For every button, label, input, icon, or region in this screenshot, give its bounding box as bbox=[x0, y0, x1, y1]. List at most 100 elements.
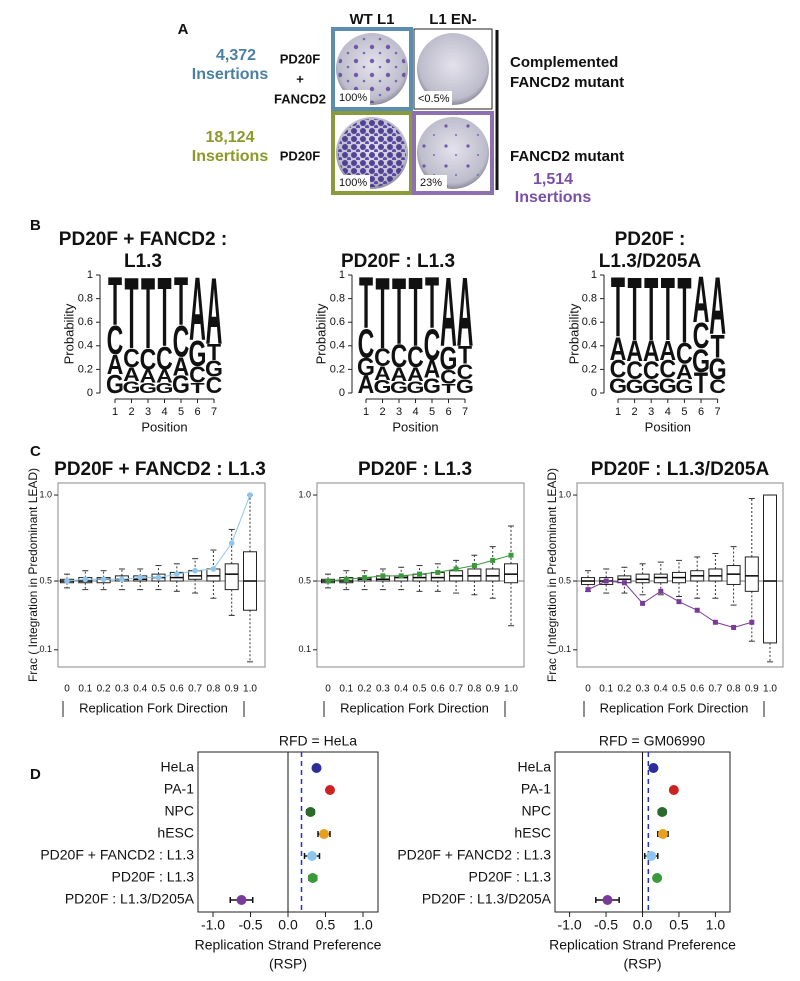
box bbox=[726, 565, 741, 585]
logo-letter: C bbox=[676, 337, 693, 370]
logo-letter: T bbox=[458, 342, 473, 370]
logo-letter: G bbox=[357, 354, 375, 382]
insertion-count: 4,372 bbox=[216, 47, 256, 64]
logo-letter: A bbox=[206, 257, 223, 364]
x-tick-label: 0.7 bbox=[708, 684, 722, 695]
logo-letter: G bbox=[407, 379, 425, 397]
logo-letter: G bbox=[172, 371, 190, 399]
point bbox=[380, 573, 386, 579]
logo-letter: G bbox=[423, 374, 441, 398]
category-label: PD20F : L1.3/D205A bbox=[422, 891, 552, 907]
y-tick-label: 0.8 bbox=[582, 293, 597, 305]
x-tick-label: 0.5 bbox=[316, 917, 336, 933]
chart-title: PD20F : bbox=[615, 229, 686, 250]
y-tick-label: 1.0 bbox=[558, 489, 571, 499]
logo-letter: G bbox=[626, 376, 644, 398]
x-tick-label: 0.7 bbox=[188, 684, 202, 695]
y-tick-label: 0.5 bbox=[298, 575, 311, 585]
plot-frame bbox=[316, 482, 525, 668]
plot-frame bbox=[576, 482, 784, 668]
logo-letter: C bbox=[407, 340, 424, 373]
x-tick-label: 3 bbox=[648, 406, 654, 418]
x-tick-label: 0 bbox=[325, 684, 331, 695]
point bbox=[155, 574, 162, 581]
x-tick-label: 0.6 bbox=[690, 684, 704, 695]
point bbox=[648, 763, 659, 773]
category-label: NPC bbox=[521, 803, 551, 819]
box bbox=[467, 568, 482, 582]
point bbox=[712, 619, 718, 625]
x-tick-label: 0.2 bbox=[617, 684, 631, 695]
x-tick-label: 1 bbox=[615, 406, 621, 418]
x-tick-label: 0.3 bbox=[376, 684, 390, 695]
category-label: PD20F : L1.3 bbox=[469, 869, 552, 885]
colonies bbox=[419, 119, 487, 187]
logo-letter: T bbox=[425, 262, 439, 344]
logo-letter: C bbox=[709, 376, 726, 398]
logo-letter: C bbox=[391, 338, 408, 375]
category-label: PD20F + FANCD2 : L1.3 bbox=[397, 847, 551, 863]
logo-letter: T bbox=[694, 366, 708, 399]
x-tick-label: 0.4 bbox=[133, 684, 147, 695]
point bbox=[602, 895, 613, 905]
x-tick-label: 6 bbox=[445, 406, 451, 418]
y-tick-label: 0 bbox=[87, 387, 93, 399]
x-tick-label: -1.0 bbox=[201, 917, 225, 933]
x-tick-label: 3 bbox=[145, 406, 151, 418]
x-tick-label: 0.5 bbox=[672, 684, 686, 695]
logo-letter: G bbox=[456, 376, 474, 398]
x-tick-label: 7 bbox=[715, 406, 721, 418]
x-axis-label: Position bbox=[141, 419, 187, 434]
point bbox=[311, 763, 322, 773]
logo-letter: T bbox=[375, 256, 389, 370]
x-tick-label: 0.4 bbox=[654, 684, 668, 695]
logo-letter: G bbox=[156, 380, 174, 397]
percent-label: 100% bbox=[339, 92, 367, 104]
x-tick-label: 0.4 bbox=[394, 684, 408, 695]
logo-letter: A bbox=[659, 336, 676, 366]
logo-letter: G bbox=[659, 374, 677, 398]
category-label: PD20F + FANCD2 : L1.3 bbox=[40, 847, 194, 863]
logo-letter: T bbox=[644, 258, 658, 359]
box bbox=[653, 573, 668, 584]
point bbox=[82, 576, 89, 583]
point bbox=[319, 829, 329, 839]
logo-letter: C bbox=[626, 357, 643, 385]
point bbox=[325, 578, 331, 584]
x-axis-label: Replication Fork Direction bbox=[600, 700, 749, 715]
y-tick-label: 0 bbox=[591, 387, 597, 399]
x-tick-label: 2 bbox=[128, 406, 134, 418]
x-tick-label: -0.5 bbox=[594, 917, 618, 933]
point bbox=[100, 576, 107, 583]
logo-letter: A bbox=[358, 371, 375, 399]
point bbox=[694, 607, 700, 613]
y-tick-label: 0.2 bbox=[330, 363, 345, 375]
logo-letter: A bbox=[610, 331, 627, 368]
logo-letter: A bbox=[140, 367, 157, 387]
trend-line bbox=[587, 580, 752, 628]
point bbox=[652, 873, 663, 883]
x-tick-label: 0 bbox=[585, 684, 591, 695]
logo-letter: G bbox=[106, 371, 124, 400]
x-tick-label: 1.0 bbox=[706, 917, 726, 933]
x-axis-label: (RSP) bbox=[623, 956, 661, 972]
x-tick-label: 0.9 bbox=[225, 684, 239, 695]
x-axis-label: Position bbox=[645, 419, 691, 434]
logo-letter: T bbox=[141, 256, 155, 370]
point bbox=[210, 566, 217, 572]
percent-label: 23% bbox=[420, 177, 442, 189]
logo-letter: A bbox=[391, 364, 408, 386]
logo-letter: A bbox=[123, 364, 140, 386]
logo-letter: C bbox=[693, 317, 710, 356]
construct-label: PD20F bbox=[280, 51, 321, 66]
point bbox=[236, 895, 247, 905]
point bbox=[676, 599, 682, 605]
plot-frame bbox=[57, 482, 266, 668]
point bbox=[749, 619, 755, 625]
y-tick-label: 1.0 bbox=[298, 489, 311, 499]
y-tick-label: 0.6 bbox=[582, 316, 597, 328]
category-label: PD20F : L1.3/D205A bbox=[65, 891, 195, 907]
colonies bbox=[338, 119, 406, 187]
x-tick-label: 2 bbox=[379, 406, 385, 418]
logo-letter: T bbox=[174, 263, 188, 339]
